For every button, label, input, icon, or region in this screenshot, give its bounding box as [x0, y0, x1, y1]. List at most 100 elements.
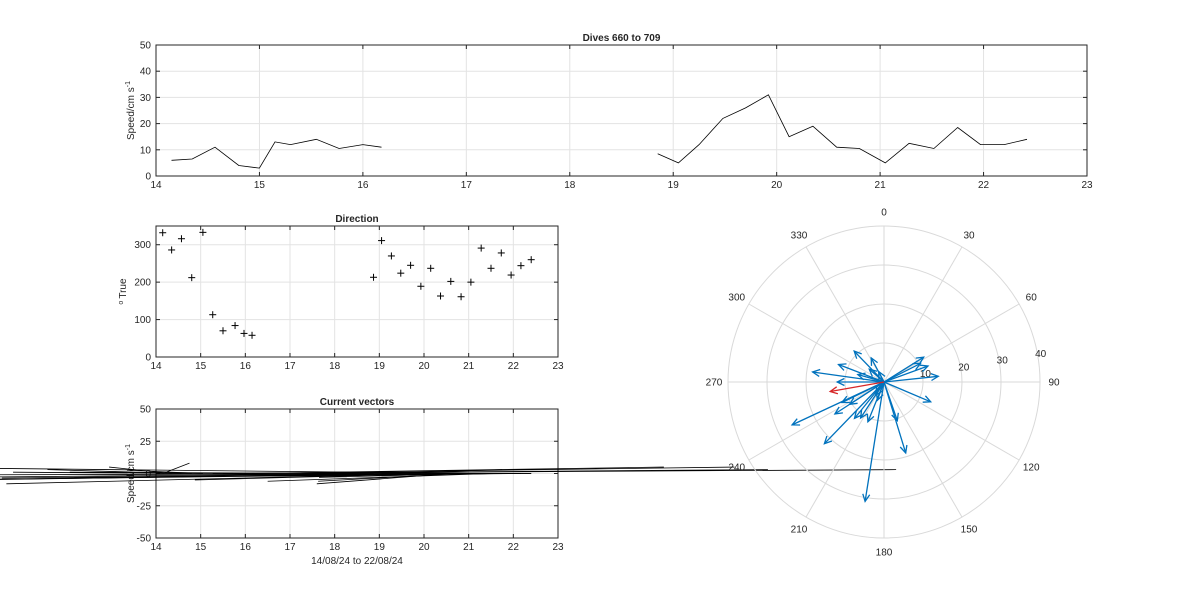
y-axis-label-superscript: -1	[125, 81, 132, 87]
direction-point	[248, 331, 256, 339]
arrow-shaft	[883, 375, 939, 383]
arrow-head	[922, 395, 933, 403]
y-tick-label: -50	[137, 534, 152, 545]
y-tick-label: 0	[145, 353, 151, 364]
polar-angle-label: 150	[961, 525, 978, 536]
axes-frame	[155, 225, 559, 358]
x-tick-label: 23	[552, 542, 564, 553]
current-arrow	[862, 381, 885, 503]
x-tick-label: 18	[329, 361, 341, 372]
current-arrow	[859, 381, 885, 420]
x-tick-label: 21	[875, 180, 887, 191]
polar-angle-label: 120	[1023, 463, 1040, 474]
arrow-head	[875, 392, 884, 402]
arrow-shaft	[854, 381, 885, 419]
plot-area	[156, 226, 558, 357]
x-tick-label: 14	[150, 542, 162, 553]
y-tick-label: -25	[137, 501, 152, 512]
current-vector-stick	[267, 473, 492, 482]
direction-point	[427, 264, 435, 272]
x-tick-label: 18	[564, 180, 576, 191]
x-tick-label: 23	[1081, 180, 1093, 191]
speed-series-line	[657, 94, 1028, 164]
arrow-shaft	[830, 381, 885, 393]
x-tick-label: 17	[284, 361, 296, 372]
direction-point	[497, 249, 505, 257]
x-tick-label: 21	[463, 542, 475, 553]
arrow-head	[840, 395, 850, 404]
direction-point	[370, 273, 378, 281]
current-arrow	[811, 368, 885, 383]
direction-point	[219, 327, 227, 335]
direction-point	[447, 277, 455, 285]
y-tick-label: 200	[134, 278, 151, 289]
arrow-head	[848, 397, 858, 406]
arrow-head	[930, 372, 940, 382]
current-vector-stick	[69, 471, 374, 474]
chart-title: Dives 660 to 709	[583, 33, 661, 44]
arrow-head	[899, 444, 908, 455]
x-tick-label: 20	[418, 361, 430, 372]
direction-point	[199, 228, 207, 236]
y-axis-label: o True	[118, 278, 129, 305]
current-arrow	[883, 381, 899, 423]
direction-point	[477, 244, 485, 252]
polar-spoke	[748, 303, 885, 383]
highlight-current-arrow	[828, 381, 885, 395]
arrow-shaft	[849, 381, 885, 405]
x-tick-label: 14	[150, 361, 162, 372]
current-vector-stick	[13, 471, 192, 474]
x-axis-label: 14/08/24 to 22/08/24	[311, 556, 403, 567]
direction-point	[177, 235, 185, 243]
polar-radius-label: 20	[958, 362, 970, 373]
x-tick-label: 15	[254, 180, 266, 191]
direction-point	[240, 329, 248, 337]
current-arrow	[883, 356, 925, 383]
arrow-shaft	[883, 381, 898, 421]
chart-title: Current vectors	[320, 397, 395, 408]
direction-point	[437, 292, 445, 300]
polar-radius-label: 40	[1035, 349, 1047, 360]
arrow-head	[823, 435, 833, 445]
arrow-head	[811, 368, 821, 377]
direction-point	[231, 322, 239, 330]
x-tick-label: 15	[195, 361, 207, 372]
direction-point	[467, 278, 475, 286]
polar-spoke	[805, 246, 885, 383]
speed-series-line	[171, 138, 382, 169]
direction-point	[527, 256, 535, 264]
arrow-head	[891, 412, 899, 423]
x-tick-label: 23	[552, 361, 564, 372]
current-arrow	[875, 381, 885, 402]
y-tick-label: 25	[140, 437, 152, 448]
polar-spoke	[883, 303, 1020, 383]
chart-title: Direction	[335, 214, 378, 225]
arrow-shaft	[883, 365, 929, 383]
current-vector-stick	[235, 469, 897, 474]
polar-angle-label: 270	[706, 378, 723, 389]
y-tick-label: 100	[134, 315, 151, 326]
current-arrow	[883, 372, 940, 383]
current-arrow	[848, 381, 885, 406]
direction-point	[507, 271, 515, 279]
polar-radius-label: 10	[920, 369, 932, 380]
y-tick-label: 50	[140, 41, 152, 52]
arrow-shaft	[883, 381, 931, 403]
polar-spoke	[883, 381, 963, 518]
speed-timeseries-panel: 14 15 16 17 18 19 20 21 22 23 0 10 20 30 40 50 Dives 660…	[125, 33, 1093, 191]
arrow-head	[915, 356, 925, 365]
direction-point	[209, 311, 217, 319]
arrow-head	[862, 493, 871, 503]
direction-point	[407, 261, 415, 269]
direction-point	[417, 282, 425, 290]
current-arrow	[883, 381, 933, 403]
x-tick-label: 18	[329, 542, 341, 553]
y-tick-label: 30	[140, 93, 152, 104]
x-tick-label: 17	[284, 542, 296, 553]
arrow-shaft	[812, 371, 885, 383]
polar-angle-label: 180	[876, 548, 893, 559]
axes-frame	[155, 44, 1088, 177]
y-tick-label: 40	[140, 67, 152, 78]
